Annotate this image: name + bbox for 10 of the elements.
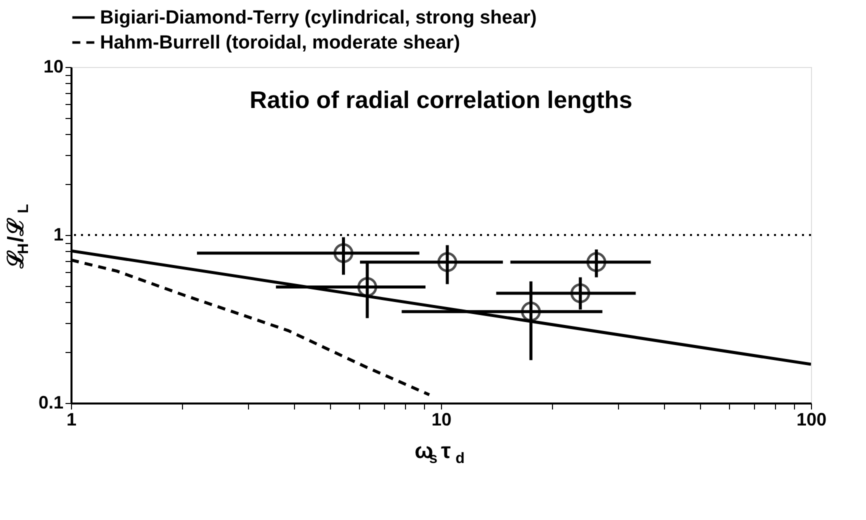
- x-tick-label: 100: [796, 410, 827, 430]
- legend-label: Hahm-Burrell (toroidal, moderate shear): [100, 32, 460, 54]
- x-tick-label: 10: [431, 410, 452, 430]
- legend-label: Bigiari-Diamond-Terry (cylindrical, strong shear): [100, 8, 537, 28]
- y-tick-label: 10: [43, 56, 64, 76]
- text: Ratio of radial correlation lengths: [250, 87, 632, 114]
- y-axis-title: ℒH/ℒL: [3, 204, 32, 270]
- x-tick-label: 1: [66, 410, 77, 430]
- y-tick-label: 0.1: [38, 392, 64, 412]
- y-tick-label: 1: [53, 224, 64, 244]
